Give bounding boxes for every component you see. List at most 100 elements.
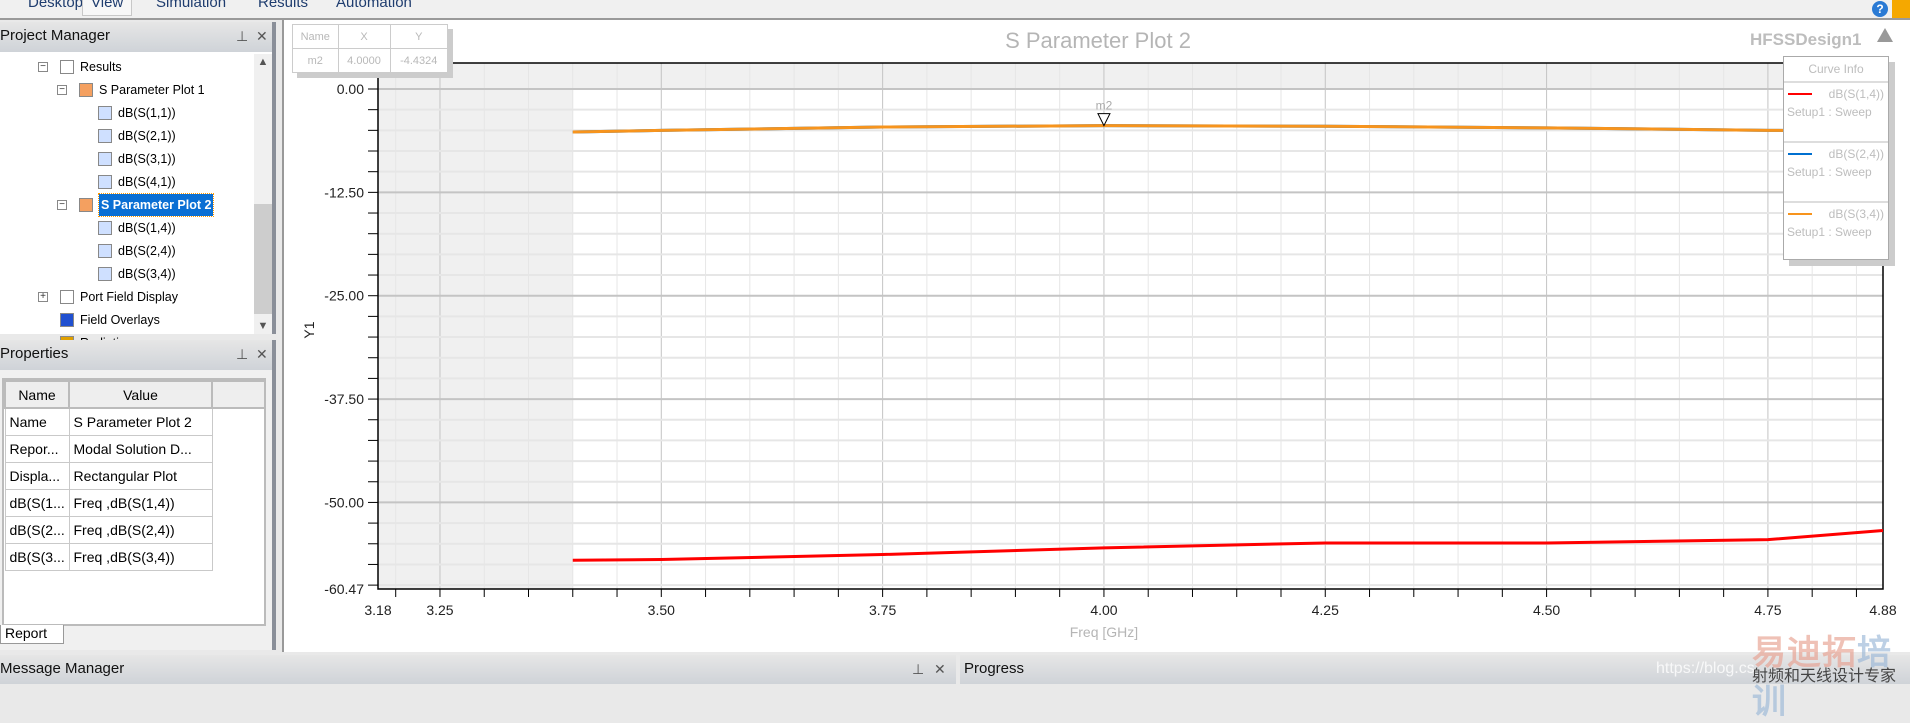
tab-automation[interactable]: Automation	[336, 0, 412, 11]
close-icon[interactable]: ✕	[256, 28, 268, 44]
tree-item[interactable]: dB(S(2,1))	[98, 125, 176, 147]
close-icon[interactable]: ✕	[256, 346, 268, 362]
property-row[interactable]: dB(S(1... Freq ,dB(S(1,4))	[4, 488, 265, 517]
tree-scrollbar[interactable]: ▲ ▼	[254, 54, 272, 334]
tab-simulation[interactable]: Simulation	[156, 0, 227, 11]
legend-swatch	[1788, 93, 1812, 95]
marker-triangle-icon	[1097, 113, 1111, 127]
column-header-name[interactable]: Name	[4, 380, 70, 409]
x-tick-label: 4.75	[1754, 602, 1781, 618]
legend-series-name: dB(S(3,4))	[1828, 207, 1884, 221]
s-parameter-chart[interactable]: 3.18 3.25 3.50 3.75 4.00 4.25 4.50 4.75 4.88 0.00…	[284, 20, 1910, 652]
tree-item[interactable]: dB(S(1,1))	[98, 102, 176, 124]
tree-item[interactable]: S Parameter Plot 2	[79, 193, 215, 217]
legend-entry[interactable]: dB(S(1,4)) Setup1 : Sweep	[1784, 81, 1888, 141]
field-overlays-icon	[60, 313, 74, 327]
trace-icon	[98, 244, 112, 258]
tree-item[interactable]: Field Overlays	[60, 309, 160, 331]
property-name: Repor...	[4, 434, 70, 463]
tree-item[interactable]: Port Field Display	[60, 286, 178, 308]
tree-item-label: dB(S(3,1))	[118, 152, 176, 166]
x-tick-label: 3.18	[364, 602, 391, 618]
pin-icon[interactable]: ⊥	[912, 661, 925, 677]
port-field-icon	[60, 290, 74, 304]
help-icon[interactable]: ?	[1872, 1, 1888, 17]
expand-toggle[interactable]: −	[38, 62, 48, 72]
project-manager-title: Project Manager	[0, 27, 111, 44]
property-row[interactable]: Displa... Rectangular Plot	[4, 461, 265, 490]
top-band	[572, 63, 1884, 89]
legend-entry[interactable]: dB(S(2,4)) Setup1 : Sweep	[1784, 141, 1888, 201]
column-header-value[interactable]: Value	[68, 380, 213, 409]
project-manager-panel: Project Manager ⊥ ✕ − Results − S Parameter…	[0, 22, 276, 373]
pin-icon[interactable]: ⊥	[236, 28, 249, 44]
plot-window: 3.18 3.25 3.50 3.75 4.00 4.25 4.50 4.75 4.88 0.00…	[282, 20, 1910, 652]
series-line-dB(S(3,4))	[572, 124, 1884, 134]
x-axis-label: Freq [GHz]	[1070, 624, 1138, 640]
tree-item[interactable]: Results	[60, 56, 122, 78]
property-value[interactable]: S Parameter Plot 2	[68, 407, 213, 436]
property-value[interactable]: Rectangular Plot	[68, 461, 213, 490]
tree-item-label: S Parameter Plot 1	[99, 83, 205, 97]
legend-entry[interactable]: dB(S(3,4)) Setup1 : Sweep	[1784, 201, 1888, 261]
property-row[interactable]: dB(S(2... Freq ,dB(S(2,4))	[4, 515, 265, 544]
legend-series-sub: Setup1 : Sweep	[1787, 165, 1872, 179]
plot-frame	[377, 62, 1884, 590]
scroll-up-icon[interactable]: ▲	[257, 56, 269, 68]
tree-item-label: dB(S(1,4))	[118, 221, 176, 235]
tree-item[interactable]: dB(S(4,1))	[98, 171, 176, 193]
tree-item-label: dB(S(2,4))	[118, 244, 176, 258]
scrollbar-thumb[interactable]	[254, 204, 272, 314]
property-row[interactable]: dB(S(3... Freq ,dB(S(3,4))	[4, 542, 265, 571]
tab-view[interactable]: View	[82, 0, 133, 16]
chart-title: S Parameter Plot 2	[1005, 28, 1191, 53]
property-value[interactable]: Freq ,dB(S(1,4))	[68, 488, 213, 517]
property-row[interactable]: Repor... Modal Solution D...	[4, 434, 265, 463]
property-row[interactable]: Name S Parameter Plot 2	[4, 407, 265, 436]
report-icon	[79, 83, 93, 97]
property-value[interactable]: Modal Solution D...	[68, 434, 213, 463]
tree-item[interactable]: dB(S(3,4))	[98, 263, 176, 285]
watermark-url: https://blog.cs	[1656, 660, 1755, 677]
x-tick-label: 4.25	[1312, 602, 1339, 618]
property-value[interactable]: Freq ,dB(S(3,4))	[68, 542, 213, 571]
tree-item[interactable]: dB(S(2,4))	[98, 240, 176, 262]
tree-item[interactable]: dB(S(3,1))	[98, 148, 176, 170]
tree-item[interactable]: S Parameter Plot 1	[79, 79, 205, 101]
y-tick-label: -25.00	[324, 288, 364, 304]
tree-item[interactable]: dB(S(1,4))	[98, 217, 176, 239]
property-name: dB(S(2...	[4, 515, 70, 544]
marker-x: 4.0000	[337, 48, 391, 73]
property-name: Displa...	[4, 461, 70, 490]
pin-icon[interactable]: ⊥	[236, 346, 249, 362]
close-icon[interactable]: ✕	[934, 661, 946, 677]
tree-item-label: dB(S(2,1))	[118, 129, 176, 143]
trace-icon	[98, 175, 112, 189]
scroll-down-icon[interactable]: ▼	[257, 320, 269, 332]
no-data-region	[378, 63, 573, 589]
expand-toggle[interactable]: −	[57, 85, 67, 95]
properties-title: Properties	[0, 345, 69, 362]
properties-table: Name Value Name S Parameter Plot 2 Repor..…	[4, 380, 266, 571]
trace-icon	[98, 221, 112, 235]
marker-table[interactable]: Name X Y m2 4.0000 -4.4324	[292, 24, 448, 73]
trace-icon	[98, 129, 112, 143]
y-axis-label: Y1	[301, 321, 317, 338]
tab-results[interactable]: Results	[258, 0, 309, 11]
tree-item-label: Field Overlays	[80, 313, 160, 327]
property-value[interactable]: Freq ,dB(S(2,4))	[68, 515, 213, 544]
report-tab[interactable]: Report	[0, 625, 64, 644]
x-tick-label: 4.00	[1090, 602, 1117, 618]
series-line-dB(S(1,4))	[572, 529, 1884, 562]
legend-swatch	[1788, 153, 1812, 155]
marker-label: m2	[1096, 99, 1113, 113]
x-tick-label: 3.50	[648, 602, 675, 618]
expand-toggle[interactable]: +	[38, 292, 48, 302]
results-icon	[60, 60, 74, 74]
properties-panel: Properties ⊥ ✕ Name Value Name S Paramete…	[0, 340, 276, 650]
curve-info-legend[interactable]: Curve Info dB(S(1,4)) Setup1 : Sweep dB(S(…	[1783, 56, 1889, 260]
message-manager-title: Message Manager	[0, 660, 125, 677]
tab-desktop[interactable]: Desktop	[28, 0, 84, 11]
legend-swatch	[1788, 213, 1812, 215]
expand-toggle[interactable]: −	[57, 200, 67, 210]
